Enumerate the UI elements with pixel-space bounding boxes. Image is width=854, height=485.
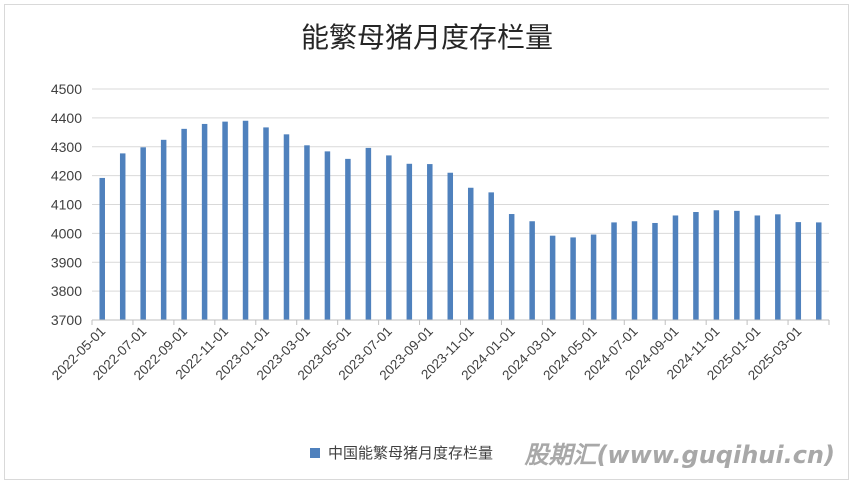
bar-2024-08-01: [652, 222, 658, 320]
bar-2023-06-01: [365, 147, 372, 320]
bar-2025-03-01: [795, 222, 802, 320]
bar-2024-07-01: [631, 221, 638, 320]
legend: 中国能繁母猪月度存栏量: [310, 444, 493, 462]
bar-series: [99, 120, 822, 320]
bar-2023-10-01: [447, 172, 454, 320]
watermark: 股期汇(www.guqihui.cn): [523, 441, 835, 469]
bar-2025-04-01: [816, 222, 822, 320]
bar-2024-01-01: [508, 214, 515, 320]
bar-2024-02-01: [529, 221, 535, 320]
bar-2024-06-01: [611, 222, 617, 320]
y-tick-label: 4300: [51, 139, 82, 155]
bar-2024-09-01: [672, 215, 679, 320]
y-tick-label: 3900: [51, 254, 82, 270]
bar-2023-09-01: [427, 164, 433, 320]
bar-2022-09-01: [181, 128, 187, 320]
x-axis-ticks: 2022-05-012022-07-012022-09-012022-11-01…: [49, 320, 830, 383]
bar-2024-04-01: [570, 237, 576, 320]
bar-2022-12-01: [242, 120, 249, 320]
bar-2024-12-01: [734, 210, 740, 320]
y-axis-ticks: 3700 3800 3900 4000 4100 4200 4300 4400 4500: [51, 81, 82, 328]
bar-2023-11-01: [467, 187, 474, 320]
y-tick-label: 4400: [51, 110, 82, 126]
legend-label: 中国能繁母猪月度存栏量: [328, 444, 493, 462]
chart-title: 能繁母猪月度存栏量: [301, 21, 553, 54]
bar-2025-02-01: [775, 214, 781, 320]
y-tick-label: 4000: [51, 225, 82, 241]
legend-swatch: [310, 448, 320, 458]
bar-2023-02-01: [283, 134, 290, 320]
bar-2025-01-01: [754, 215, 761, 320]
bar-2024-03-01: [549, 235, 556, 320]
bar-2023-12-01: [488, 192, 494, 320]
y-tick-label: 4200: [51, 168, 82, 184]
bar-2022-10-01: [201, 123, 208, 320]
bar-2022-05-01: [99, 177, 105, 320]
gridlines: [92, 88, 829, 292]
y-tick-label: 3700: [51, 312, 82, 328]
y-tick-label: 4500: [51, 81, 82, 97]
bar-2023-07-01: [386, 155, 392, 320]
bar-2023-05-01: [345, 158, 351, 320]
bar-2024-05-01: [590, 234, 597, 320]
bar-2022-08-01: [160, 139, 167, 320]
bar-2022-11-01: [222, 121, 228, 320]
bar-2022-06-01: [119, 153, 126, 320]
y-tick-label: 3800: [51, 283, 82, 299]
bar-2024-10-01: [693, 212, 699, 320]
y-tick-label: 4100: [51, 197, 82, 213]
bar-2024-11-01: [713, 210, 720, 320]
bar-2023-08-01: [406, 163, 413, 320]
bar-2022-07-01: [140, 147, 146, 320]
bar-2023-03-01: [304, 145, 310, 320]
bar-2023-01-01: [263, 127, 269, 320]
bar-2023-04-01: [324, 151, 331, 320]
